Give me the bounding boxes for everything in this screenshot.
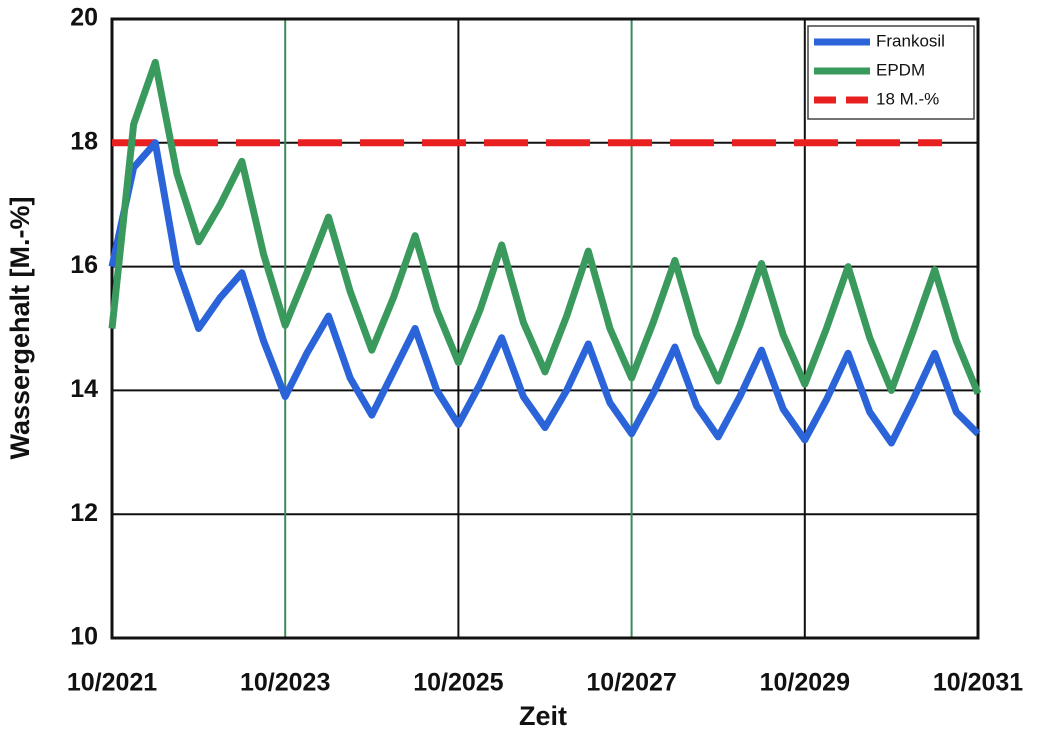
y-tick-label: 16 bbox=[70, 251, 98, 279]
x-axis-label: Zeit bbox=[519, 701, 567, 731]
y-tick-label: 14 bbox=[70, 375, 98, 403]
y-tick-label: 12 bbox=[70, 499, 98, 527]
legend-label: Frankosil bbox=[876, 31, 945, 50]
x-tick-label: 10/2023 bbox=[240, 669, 330, 697]
data-line bbox=[108, 58, 982, 395]
x-tick-label: 10/2021 bbox=[67, 669, 157, 697]
y-tick-label: 20 bbox=[70, 4, 98, 32]
legend-label: 18 M.-% bbox=[876, 89, 939, 108]
legend-label: EPDM bbox=[876, 60, 925, 79]
y-axis-label: Wassergehalt [M.-%] bbox=[5, 196, 35, 459]
y-tick-label: 10 bbox=[70, 623, 98, 651]
x-tick-label: 10/2027 bbox=[586, 669, 676, 697]
x-tick-label: 10/2029 bbox=[760, 669, 850, 697]
data-line bbox=[108, 139, 981, 447]
x-tick-label: 10/2025 bbox=[413, 669, 503, 697]
x-tick-label: 10/2031 bbox=[933, 669, 1023, 697]
y-tick-label: 18 bbox=[70, 127, 98, 155]
